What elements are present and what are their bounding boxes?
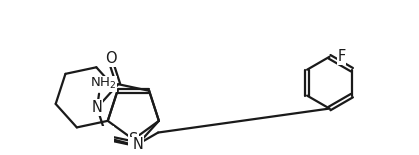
Text: N: N	[92, 100, 103, 115]
Text: N: N	[101, 130, 112, 145]
Text: NH$_2$: NH$_2$	[90, 76, 116, 91]
Text: S: S	[131, 138, 140, 153]
Text: N: N	[132, 137, 143, 152]
Text: O: O	[105, 51, 116, 66]
Text: F: F	[337, 49, 346, 64]
Text: S: S	[129, 132, 138, 147]
